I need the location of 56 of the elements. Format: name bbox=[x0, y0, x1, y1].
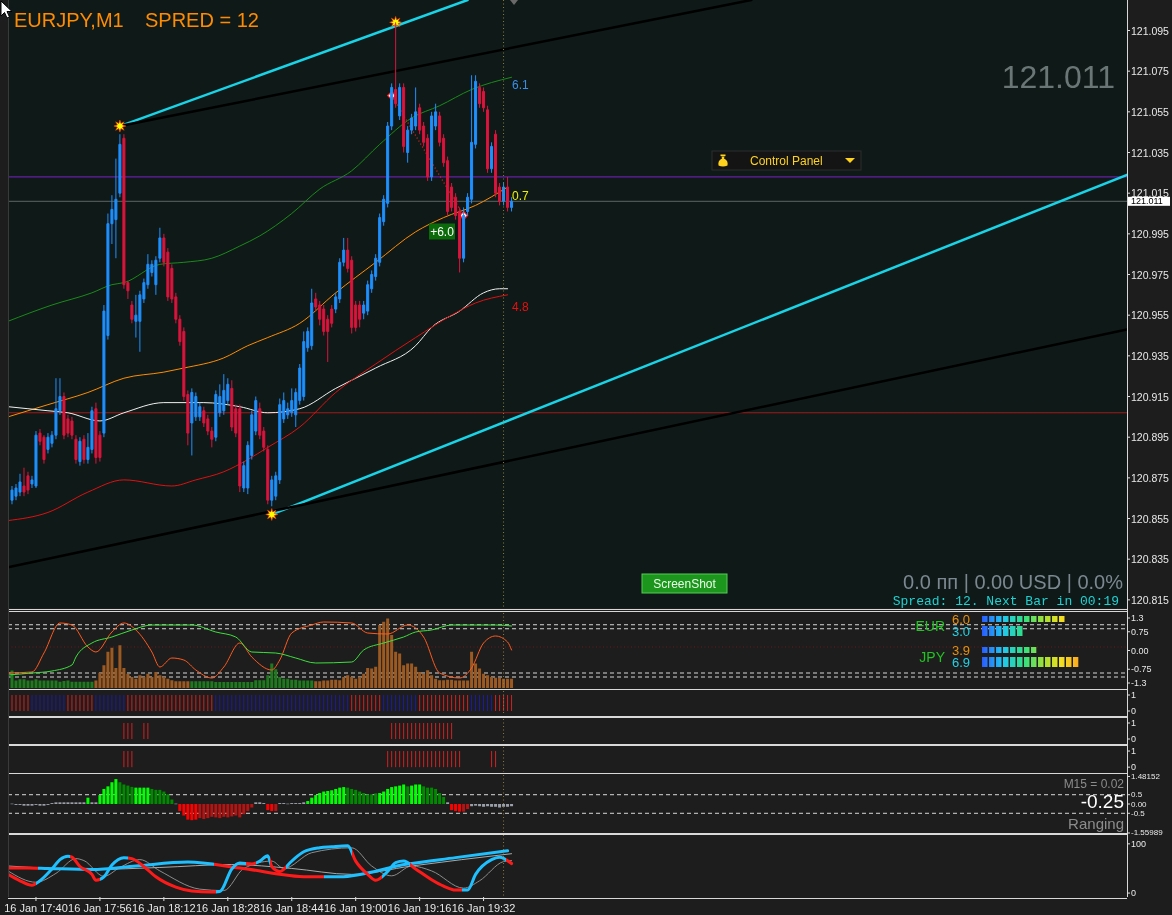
annotation: -0.25 bbox=[1080, 791, 1124, 812]
y-tick-label: 0.5 bbox=[1131, 790, 1143, 800]
annotation: M15 = 0.02 bbox=[1063, 777, 1125, 791]
text: SPRED = 12 bbox=[145, 9, 259, 31]
x-tick-label: 16 Jan 18:28 bbox=[195, 902, 260, 914]
y-tick-label: 121.035 bbox=[1131, 146, 1170, 159]
y-tick-label: 120.975 bbox=[1131, 268, 1170, 281]
y-tick-label: 121.075 bbox=[1131, 65, 1170, 78]
x-tick-label: 16 Jan 18:12 bbox=[132, 902, 196, 914]
y-tick-label: 120.855 bbox=[1131, 512, 1170, 525]
y-tick-label: -1.55989 bbox=[1131, 828, 1164, 838]
y-tick-label: 0.00 bbox=[1131, 645, 1149, 656]
annotation: 4.8 bbox=[512, 300, 530, 314]
y-tick-label: 0 bbox=[1131, 762, 1137, 773]
text: EURJPY,M1 bbox=[14, 9, 124, 31]
y-tick-label: 100 bbox=[1131, 838, 1147, 849]
annotation: 6.1 bbox=[512, 78, 530, 92]
y-tick-label: 120.935 bbox=[1131, 349, 1170, 362]
annotation: 0.0 пп | 0.00 USD | 0.0% bbox=[903, 571, 1124, 593]
y-tick-label: -1.3 bbox=[1131, 678, 1147, 688]
y-tick-label: 120.835 bbox=[1131, 553, 1170, 566]
data-label: 6.0 bbox=[951, 611, 970, 627]
y-tick-label: 1.3 bbox=[1131, 613, 1144, 623]
y-tick-label: 121.055 bbox=[1131, 105, 1170, 118]
x-tick-label: 16 Jan 18:44 bbox=[259, 902, 324, 914]
y-tick-label: EUR bbox=[915, 618, 945, 634]
y-tick-label: 121.095 bbox=[1131, 24, 1170, 37]
y-tick-label: 1 bbox=[1131, 690, 1137, 700]
y-tick-label: 120.915 bbox=[1131, 390, 1170, 403]
x-tick-label: 16 Jan 19:32 bbox=[451, 902, 516, 914]
x-tick-label: 16 Jan 19:00 bbox=[323, 902, 388, 914]
annotation: Spread: 12. Next Bar in 00:19 bbox=[892, 594, 1119, 609]
y-tick-label: 120.995 bbox=[1131, 227, 1170, 240]
y-tick-label: 0 bbox=[1131, 706, 1137, 716]
x-tick-label: 16 Jan 17:40 bbox=[4, 902, 68, 914]
annotation: ScreenShot bbox=[653, 577, 717, 591]
y-tick-label: JPY bbox=[919, 649, 946, 665]
y-tick-label: 120.875 bbox=[1131, 471, 1170, 484]
y-tick-label: 120.815 bbox=[1131, 593, 1170, 606]
annotation: 121.011 bbox=[1001, 59, 1115, 95]
y-tick-label: 1.48152 bbox=[1131, 771, 1161, 781]
y-tick-label: 1 bbox=[1131, 718, 1137, 728]
annotation: Control Panel bbox=[750, 154, 823, 168]
annotation: 0.7 bbox=[512, 189, 530, 203]
y-tick-label: -0.5 bbox=[1131, 808, 1146, 818]
y-tick-label: 0.00 bbox=[1131, 799, 1148, 809]
y-tick-label: 0.75 bbox=[1131, 626, 1149, 637]
y-tick-label: -0.75 bbox=[1131, 664, 1152, 675]
y-tick-label: 120.955 bbox=[1131, 309, 1170, 322]
x-tick-label: 16 Jan 17:56 bbox=[68, 902, 132, 914]
x-tick-label: 16 Jan 19:16 bbox=[387, 902, 452, 914]
y-tick-label: 0 bbox=[1131, 734, 1137, 744]
y-tick-label: 0 bbox=[1131, 888, 1137, 899]
y-tick-label: 120.895 bbox=[1131, 431, 1170, 444]
annotation: Ranging bbox=[1068, 815, 1124, 832]
y-tick-label: 1 bbox=[1131, 746, 1137, 757]
